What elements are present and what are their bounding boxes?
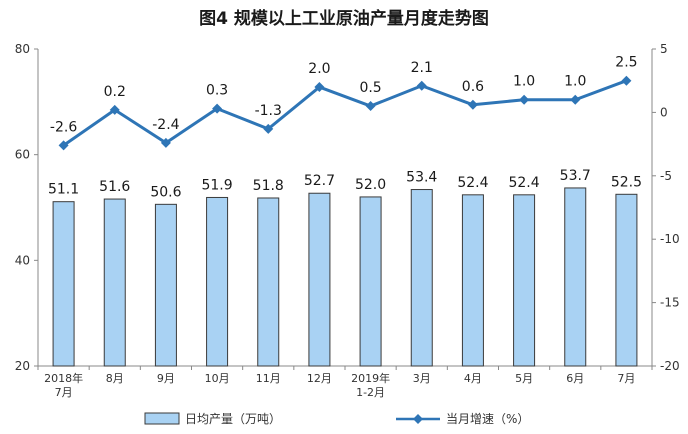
line-value-label: 0.3 — [206, 83, 228, 99]
line-point — [314, 82, 325, 93]
line-point — [467, 99, 478, 110]
line-value-label: -2.4 — [152, 117, 179, 133]
bar-value-label: 52.0 — [355, 177, 386, 193]
bar-value-label: 53.4 — [406, 170, 437, 186]
y-left-tick-label: 80 — [15, 42, 30, 56]
bar-value-label: 51.1 — [48, 182, 79, 198]
y-left-tick-label: 20 — [15, 359, 30, 373]
line-point — [365, 101, 376, 112]
x-tick-label: 12月 — [307, 372, 332, 385]
bar-value-label: 52.4 — [457, 175, 488, 191]
bar — [615, 193, 638, 367]
legend-line-label: 当月增速（%） — [446, 412, 529, 426]
bar-value-label: 52.4 — [508, 175, 539, 191]
bar-value-label: 51.9 — [201, 177, 232, 193]
line-value-label: 2.5 — [615, 55, 637, 71]
line-point — [58, 140, 69, 151]
line-value-label: -1.3 — [255, 103, 282, 119]
bar — [257, 197, 280, 367]
line-value-label: -2.6 — [50, 119, 77, 135]
line-value-label: 1.0 — [564, 74, 586, 90]
bar — [308, 192, 331, 367]
line-point — [570, 94, 581, 105]
y-right-tick-label: -10 — [660, 232, 680, 246]
line-value-label: 2.1 — [411, 60, 433, 76]
line-point — [212, 103, 223, 114]
line-point — [621, 75, 632, 86]
x-tick-label: 11月 — [256, 372, 281, 385]
line-point — [263, 123, 274, 134]
line-value-label: 2.0 — [308, 61, 330, 77]
y-left-tick-label: 60 — [15, 148, 30, 162]
y-left-tick-label: 40 — [15, 253, 30, 267]
line-value-label: 1.0 — [513, 74, 535, 90]
bar-value-label: 52.7 — [304, 173, 335, 189]
x-tick-label: 3月 — [413, 372, 431, 385]
line-value-label: 0.6 — [462, 79, 484, 95]
y-right-tick-label: 5 — [660, 42, 668, 56]
x-tick-label: 6月 — [566, 372, 584, 385]
legend-bar-swatch — [144, 412, 180, 425]
bar-value-label: 51.8 — [253, 178, 284, 194]
y-right-tick-label: 0 — [660, 105, 668, 119]
bar — [206, 196, 229, 367]
bar-value-label: 50.6 — [150, 184, 181, 200]
legend-line-marker — [413, 414, 423, 424]
line-point — [416, 80, 427, 91]
x-tick-label: 2019年 1-2月 — [351, 371, 390, 399]
legend: 日均产量（万吨） 当月增速（%） — [144, 412, 529, 426]
bar — [359, 196, 382, 367]
bar — [513, 194, 536, 367]
plot-area: 20 40 60 80 -20 -15 -10 -5 0 5 2018年 7月 8月 9月 10月 11月 12… — [15, 42, 680, 399]
bar — [410, 189, 433, 367]
bar — [154, 203, 177, 367]
line-value-label: 0.5 — [359, 80, 381, 96]
x-tick-label: 5月 — [515, 372, 533, 385]
line-point — [109, 104, 120, 115]
x-tick-label: 10月 — [205, 372, 230, 385]
x-tick-label: 7月 — [617, 372, 635, 385]
y-right-tick-label: -5 — [660, 169, 672, 183]
x-tick-label: 9月 — [157, 372, 175, 385]
line-value-label: 0.2 — [104, 84, 126, 100]
y-right-tick-label: -20 — [660, 359, 680, 373]
line-point — [160, 137, 171, 148]
legend-bar-label: 日均产量（万吨） — [185, 412, 281, 426]
line-point — [519, 94, 530, 105]
x-tick-label: 8月 — [106, 372, 124, 385]
x-tick-label: 4月 — [464, 372, 482, 385]
bar — [461, 194, 484, 367]
bar-value-label: 53.7 — [560, 168, 591, 184]
bar — [564, 187, 587, 367]
bar — [52, 201, 75, 367]
bar — [103, 198, 126, 367]
growth-line — [62, 79, 627, 147]
bar-value-label: 52.5 — [611, 174, 642, 190]
x-tick-label: 2018年 7月 — [44, 371, 83, 399]
bar-value-label: 51.6 — [99, 179, 130, 195]
chart-title: 图4 规模以上工业原油产量月度走势图 — [199, 8, 489, 29]
y-right-tick-label: -15 — [660, 296, 680, 310]
